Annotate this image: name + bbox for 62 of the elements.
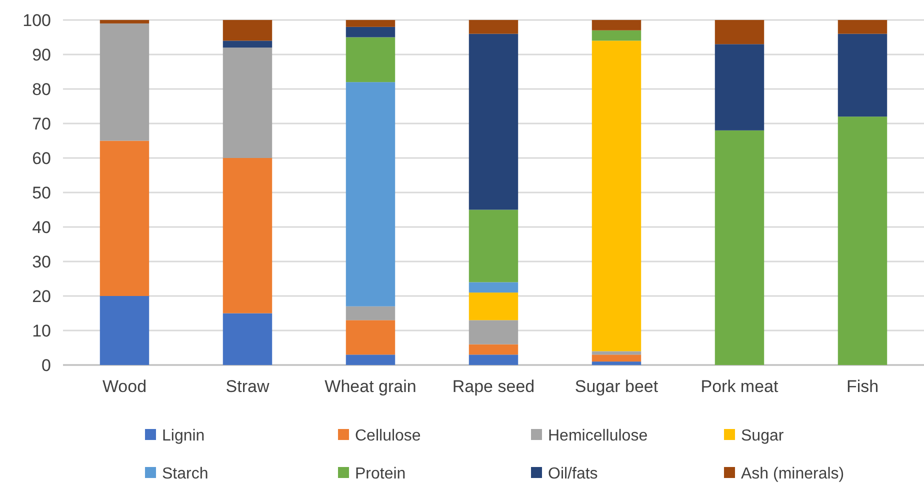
bar <box>346 26 396 38</box>
bar <box>468 344 518 355</box>
bar <box>222 40 272 48</box>
legend-label: Sugar <box>741 428 784 445</box>
y-tick-label: 90 <box>32 45 51 64</box>
legend-label: Oil/fats <box>548 466 598 483</box>
legend-label: Lignin <box>162 428 205 445</box>
bar <box>346 82 396 306</box>
bar <box>468 320 518 344</box>
bar <box>468 282 518 293</box>
bar <box>222 313 272 365</box>
bar <box>468 354 518 365</box>
y-tick-label: 20 <box>32 286 51 306</box>
bar <box>100 23 150 141</box>
x-tick-label: Wood <box>102 377 147 396</box>
y-tick-label: 80 <box>32 80 51 99</box>
bar <box>100 140 150 296</box>
legend-label: Ash (minerals) <box>741 466 844 483</box>
bar <box>714 44 764 130</box>
y-tick-label: 100 <box>22 10 51 30</box>
bar <box>838 20 888 34</box>
bar <box>592 351 642 355</box>
legend-label: Protein <box>355 466 406 483</box>
bar <box>222 48 272 158</box>
bar <box>592 20 642 30</box>
x-tick-label: Sugar beet <box>574 377 658 396</box>
bar <box>838 116 888 365</box>
bar <box>838 34 888 117</box>
bar <box>592 354 642 362</box>
x-tick-label: Fish <box>846 377 879 396</box>
y-tick-label: 0 <box>42 356 51 375</box>
x-tick-label: Straw <box>226 377 270 396</box>
bar <box>468 34 518 210</box>
legend-label: Hemicellulose <box>548 428 648 445</box>
x-tick-label: Wheat grain <box>324 377 416 396</box>
bar <box>346 320 396 355</box>
bar <box>346 354 396 365</box>
bar <box>100 296 150 365</box>
bar <box>346 37 396 82</box>
bar <box>100 20 150 24</box>
y-tick-label: 50 <box>32 183 51 202</box>
x-tick-label: Pork meat <box>700 377 779 396</box>
bar <box>714 130 764 365</box>
bar <box>468 292 518 320</box>
y-tick-label: 40 <box>32 218 51 237</box>
x-tick-label: Rape seed <box>452 377 535 396</box>
y-tick-label: 30 <box>32 252 51 272</box>
bar <box>346 20 396 27</box>
y-tick-label: 70 <box>32 114 51 134</box>
bar <box>714 20 764 44</box>
bar <box>222 20 272 41</box>
legend-label: Starch <box>162 466 208 483</box>
legend-label: Cellulose <box>355 428 421 445</box>
bar <box>468 20 518 34</box>
bar <box>592 40 642 352</box>
bar <box>592 362 642 365</box>
bar <box>346 306 396 320</box>
y-tick-label: 10 <box>32 321 51 340</box>
bar <box>592 30 642 41</box>
y-tick-label: 60 <box>32 148 51 168</box>
bar <box>468 210 518 282</box>
bar <box>222 158 272 314</box>
